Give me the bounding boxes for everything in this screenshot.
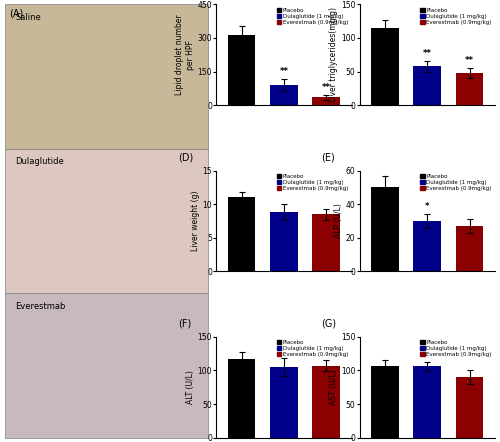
Bar [228, 34, 256, 105]
Legend: Placebo, Dulaglutide (1 mg/kg), Everestmab (0.9mg/kg): Placebo, Dulaglutide (1 mg/kg), Everestm… [420, 7, 492, 25]
Bar [270, 85, 297, 105]
Text: (G): (G) [322, 319, 336, 329]
Text: Saline: Saline [15, 13, 41, 22]
Bar [312, 97, 340, 105]
Bar [371, 187, 398, 271]
Text: Everestmab: Everestmab [15, 302, 66, 311]
Text: **: ** [423, 49, 432, 58]
Bar [414, 66, 441, 105]
Bar [5, 4, 208, 149]
Text: Dulaglutide: Dulaglutide [15, 157, 64, 167]
Y-axis label: Lipid droplet number
per HPF: Lipid droplet number per HPF [175, 15, 195, 95]
Bar [312, 366, 340, 438]
Legend: Placebo, Dulaglutide (1 mg/kg), Everestmab (0.9mg/kg): Placebo, Dulaglutide (1 mg/kg), Everestm… [420, 339, 492, 358]
Y-axis label: ALT (U/L): ALT (U/L) [186, 370, 194, 404]
Bar [312, 214, 340, 271]
Y-axis label: Liver weight (g): Liver weight (g) [190, 191, 200, 251]
Y-axis label: AST (U/L): AST (U/L) [329, 370, 338, 405]
Bar [456, 377, 483, 438]
Y-axis label: ALP (U/L): ALP (U/L) [334, 204, 343, 238]
Text: (D): (D) [178, 152, 194, 163]
Text: **: ** [465, 56, 474, 65]
Bar [228, 198, 256, 271]
Legend: Placebo, Dulaglutide (1 mg/kg), Everestmab (0.9mg/kg): Placebo, Dulaglutide (1 mg/kg), Everestm… [276, 173, 349, 191]
Bar [270, 367, 297, 438]
Text: (E): (E) [322, 152, 336, 163]
Bar [414, 366, 441, 438]
Bar [456, 73, 483, 105]
Bar [270, 212, 297, 271]
Bar [5, 293, 208, 438]
Text: **: ** [322, 83, 330, 92]
Legend: Placebo, Dulaglutide (1 mg/kg), Everestmab (0.9mg/kg): Placebo, Dulaglutide (1 mg/kg), Everestm… [276, 339, 349, 358]
Bar [371, 366, 398, 438]
Text: (F): (F) [178, 319, 192, 329]
Bar [371, 28, 398, 105]
Bar [456, 226, 483, 271]
Text: **: ** [280, 67, 288, 76]
Legend: Placebo, Dulaglutide (1 mg/kg), Everestmab (0.9mg/kg): Placebo, Dulaglutide (1 mg/kg), Everestm… [276, 7, 349, 25]
Bar [5, 149, 208, 293]
Bar [414, 221, 441, 271]
Y-axis label: Liver triglycerides(mg/g): Liver triglycerides(mg/g) [329, 7, 338, 102]
Legend: Placebo, Dulaglutide (1 mg/kg), Everestmab (0.9mg/kg): Placebo, Dulaglutide (1 mg/kg), Everestm… [420, 173, 492, 191]
Bar [228, 359, 256, 438]
Text: (A): (A) [9, 9, 24, 19]
Text: *: * [425, 202, 430, 211]
